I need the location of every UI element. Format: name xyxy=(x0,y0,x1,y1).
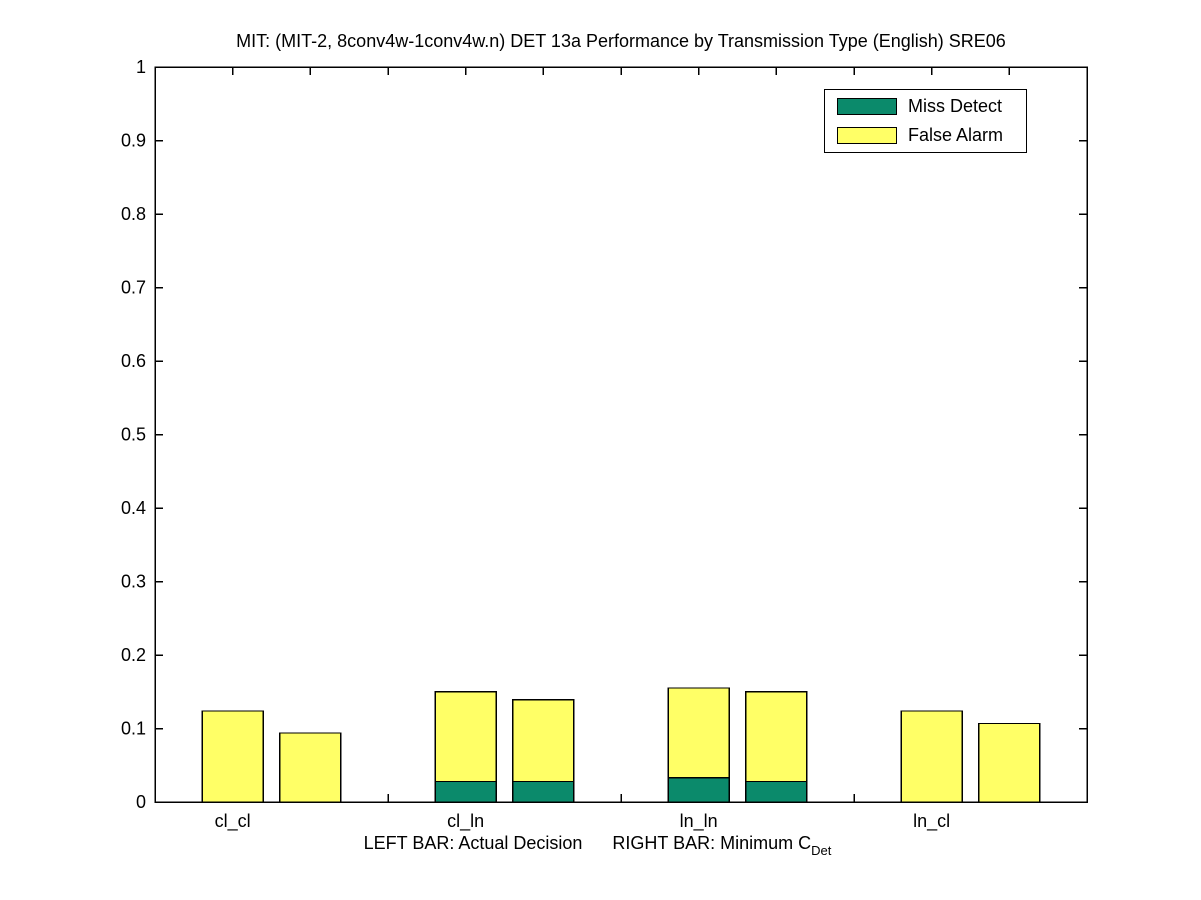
bar-false_alarm-actual-ln_ln xyxy=(667,687,730,779)
y-tick-label: 0.4 xyxy=(121,498,146,518)
chart-title: MIT: (MIT-2, 8conv4w-1conv4w.n) DET 13a … xyxy=(236,31,1006,51)
bar-false_alarm-minimum-cl_cl xyxy=(279,732,342,803)
category-label-ln_cl: ln_cl xyxy=(913,811,950,832)
bar-false_alarm-minimum-ln_ln xyxy=(745,691,808,783)
legend: Miss Detect False Alarm xyxy=(824,89,1027,153)
bar-miss_detect-minimum-cl_ln xyxy=(512,780,575,803)
y-tick-label: 1 xyxy=(136,57,146,77)
bar-false_alarm-actual-cl_cl xyxy=(201,710,264,803)
legend-swatch-false-alarm xyxy=(837,127,897,144)
bar-false_alarm-minimum-cl_ln xyxy=(512,699,575,783)
bar-miss_detect-minimum-ln_ln xyxy=(745,780,808,803)
category-label-cl_ln: cl_ln xyxy=(447,811,484,832)
x-axis-caption: LEFT BAR: Actual Decision RIGHT BAR: Mini… xyxy=(130,833,1065,858)
bar-false_alarm-actual-ln_cl xyxy=(900,710,963,803)
y-tick-label: 0.2 xyxy=(121,645,146,665)
x-axis-caption-right: RIGHT BAR: Minimum C xyxy=(612,833,812,853)
legend-item-miss-detect: Miss Detect xyxy=(837,96,1026,117)
y-tick-label: 0.3 xyxy=(121,572,146,592)
y-tick-label: 0.9 xyxy=(121,131,146,151)
legend-item-false-alarm: False Alarm xyxy=(837,125,1026,146)
y-tick-label: 0.8 xyxy=(121,204,146,224)
legend-swatch-miss-detect xyxy=(837,98,897,115)
bar-miss_detect-actual-cl_ln xyxy=(434,780,497,803)
y-tick-label: 0.7 xyxy=(121,278,146,298)
category-label-ln_ln: ln_ln xyxy=(680,811,718,832)
y-tick-label: 0.5 xyxy=(121,425,146,445)
plot-box xyxy=(154,66,1088,803)
legend-label-false-alarm: False Alarm xyxy=(908,125,1004,145)
y-tick-label: 0.1 xyxy=(121,719,146,739)
bar-false_alarm-actual-cl_ln xyxy=(434,691,497,783)
x-axis-caption-subscript: Det xyxy=(811,843,832,858)
x-axis-caption-left: LEFT BAR: Actual Decision xyxy=(363,833,583,853)
y-tick-label: 0.6 xyxy=(121,351,146,371)
bar-false_alarm-minimum-ln_cl xyxy=(978,722,1041,803)
legend-label-miss-detect: Miss Detect xyxy=(908,96,1003,116)
category-label-cl_cl: cl_cl xyxy=(215,811,251,832)
y-tick-label: 0 xyxy=(136,792,146,812)
bar-miss_detect-actual-ln_ln xyxy=(667,777,730,803)
